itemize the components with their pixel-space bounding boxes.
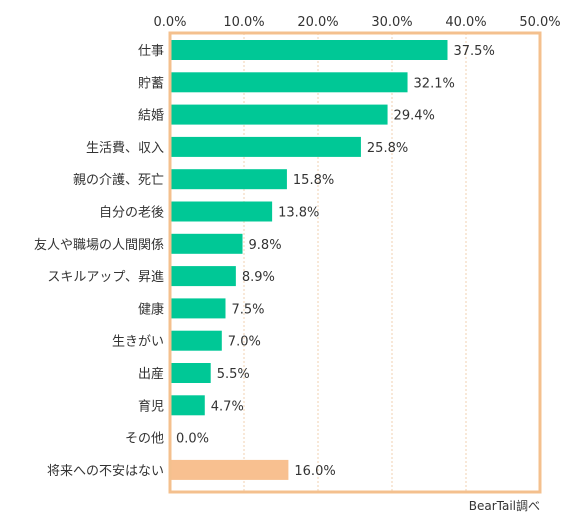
bar <box>170 233 243 254</box>
data-label: 8.9% <box>242 270 275 285</box>
category-label: 将来への不安はない <box>47 464 164 479</box>
bar <box>170 136 361 157</box>
category-label: 出産 <box>138 366 164 382</box>
category-label: 育児 <box>138 398 164 414</box>
data-label: 4.7% <box>211 399 244 414</box>
tick-layer: 0.0% 10.0% 20.0% 30.0% 40.0% 50.0% <box>153 15 560 30</box>
x-tick-label: 40.0% <box>445 15 486 30</box>
data-label: 25.8% <box>367 141 408 156</box>
bar <box>170 298 226 319</box>
label-layer: 仕事 37.5% 貯蓄 32.1% 結婚 29.4% 生活費、収入 25.8% 親の介護、死亡 1… <box>34 44 495 479</box>
category-label: 自分の老後 <box>99 206 164 221</box>
category-label: その他 <box>125 432 164 447</box>
category-label: 生きがい <box>112 335 164 350</box>
category-label: 健康 <box>138 301 164 317</box>
x-tick-label: 50.0% <box>519 15 560 30</box>
category-label: 親の介護、死亡 <box>73 172 164 188</box>
data-label: 0.0% <box>176 432 209 447</box>
category-label: 貯蓄 <box>138 76 164 91</box>
bar <box>170 363 211 383</box>
category-label: 生活費、収入 <box>86 141 164 156</box>
data-label: 29.4% <box>394 109 435 124</box>
x-tick-label: 20.0% <box>297 15 338 30</box>
grid-layer <box>243 33 467 492</box>
bar <box>170 266 236 287</box>
category-label: 仕事 <box>138 44 164 59</box>
bar <box>170 72 408 93</box>
category-label: 友人や職場の人間関係 <box>34 237 164 253</box>
bar-highlight <box>170 459 289 480</box>
data-label: 13.8% <box>278 206 319 221</box>
bar <box>170 169 287 190</box>
x-tick-label: 0.0% <box>153 15 186 30</box>
x-tick-label: 10.0% <box>223 15 264 30</box>
data-label: 7.5% <box>232 302 265 317</box>
bar <box>170 330 222 351</box>
category-label: スキルアップ、昇進 <box>47 270 164 285</box>
data-label: 32.1% <box>414 76 455 91</box>
plot-frame <box>168 31 542 494</box>
data-label: 5.5% <box>217 367 250 382</box>
source-note: BearTail調べ <box>469 499 540 513</box>
data-label: 15.8% <box>293 173 334 188</box>
data-label: 16.0% <box>294 464 335 479</box>
x-tick-label: 30.0% <box>371 15 412 30</box>
data-label: 37.5% <box>454 44 495 59</box>
bar-layer <box>170 40 448 480</box>
bar <box>170 395 205 416</box>
data-label: 9.8% <box>249 238 282 253</box>
bar <box>170 201 273 222</box>
bar <box>170 104 388 125</box>
data-label: 7.0% <box>228 335 261 350</box>
category-label: 結婚 <box>138 109 164 124</box>
bar <box>170 40 448 60</box>
